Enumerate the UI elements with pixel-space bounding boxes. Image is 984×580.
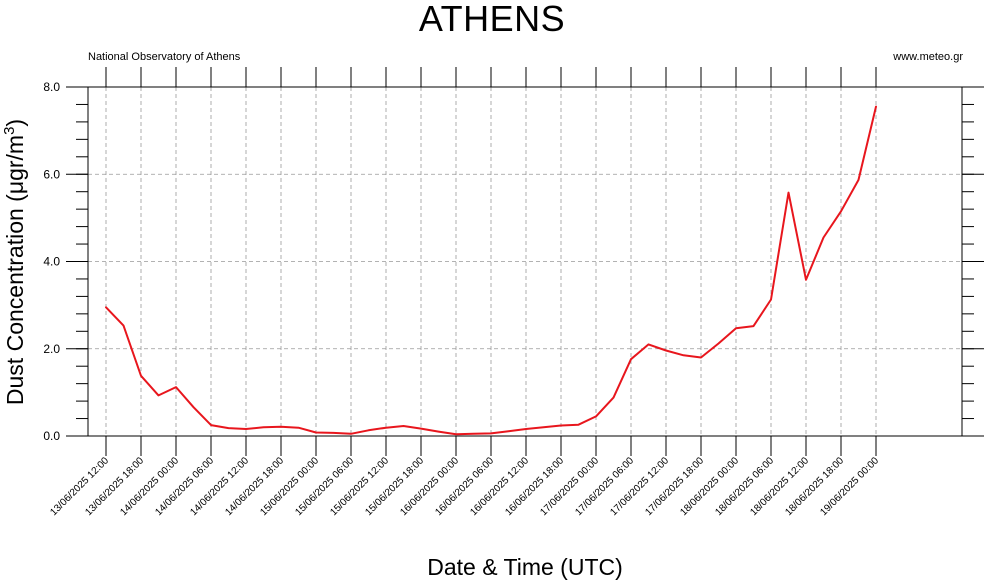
- dust-concentration-line: [105, 105, 877, 436]
- x-tick-label: 16/06/2025 12:00: [468, 455, 531, 518]
- x-tick-label: 18/06/2025 18:00: [783, 455, 846, 518]
- x-tick-label: 18/06/2025 00:00: [678, 455, 741, 518]
- x-tick-label: 16/06/2025 00:00: [398, 455, 461, 518]
- x-tick-label: 13/06/2025 12:00: [48, 455, 111, 518]
- chart-title: ATHENS: [418, 0, 566, 39]
- x-tick-label: 16/06/2025 06:00: [433, 455, 496, 518]
- y-axis-title-close: ): [2, 119, 28, 127]
- x-axis-title: Date & Time (UTC): [427, 554, 623, 580]
- x-tick-label: 16/06/2025 18:00: [503, 455, 566, 518]
- x-tick-label: 17/06/2025 18:00: [643, 455, 706, 518]
- y-axis-title-superscript: 3: [1, 127, 18, 135]
- source-label: National Observatory of Athens: [88, 51, 241, 63]
- y-axis-title: Dust Concentration (μgr/m3): [1, 119, 28, 405]
- x-tick-label: 18/06/2025 06:00: [713, 455, 776, 518]
- x-tick-label: 17/06/2025 12:00: [608, 455, 671, 518]
- y-axis-title-main: Dust Concentration (μgr/m: [2, 135, 28, 405]
- y-tick-label: 8.0: [43, 80, 60, 94]
- y-tick-label: 4.0: [43, 255, 60, 269]
- grid-lines: [88, 87, 962, 436]
- x-tick-label: 15/06/2025 06:00: [293, 455, 356, 518]
- website-label: www.meteo.gr: [893, 51, 963, 63]
- x-tick-label: 14/06/2025 18:00: [223, 455, 286, 518]
- x-tick-label: 15/06/2025 00:00: [258, 455, 321, 518]
- x-tick-label: 15/06/2025 18:00: [363, 455, 426, 518]
- x-tick-label: 17/06/2025 00:00: [538, 455, 601, 518]
- x-tick-label: 14/06/2025 12:00: [188, 455, 251, 518]
- y-tick-label: 0.0: [43, 429, 60, 443]
- y-tick-labels: 0.0 2.0 4.0 6.0 8.0: [43, 80, 60, 443]
- x-tick-label: 19/06/2025 00:00: [818, 455, 881, 518]
- x-tick-label: 14/06/2025 00:00: [118, 455, 181, 518]
- x-tick-label: 14/06/2025 06:00: [153, 455, 216, 518]
- x-tick-label: 13/06/2025 18:00: [83, 455, 146, 518]
- axis-ticks: [66, 67, 984, 456]
- x-tick-label: 15/06/2025 12:00: [328, 455, 391, 518]
- y-tick-label: 6.0: [43, 167, 60, 181]
- plot-frame: [87, 86, 963, 437]
- x-tick-label: 17/06/2025 06:00: [573, 455, 636, 518]
- x-tick-label: 18/06/2025 12:00: [748, 455, 811, 518]
- y-tick-label: 2.0: [43, 342, 60, 356]
